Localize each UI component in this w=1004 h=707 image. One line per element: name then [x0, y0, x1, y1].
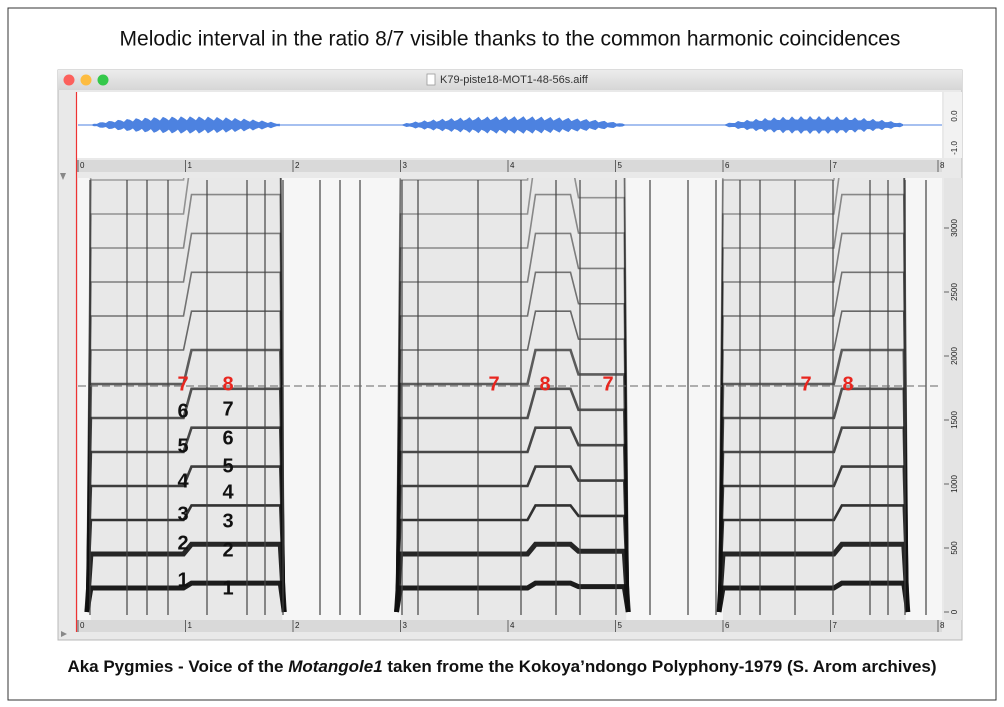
time-tick-label: 6 [725, 621, 730, 630]
harmonic-label: 3 [222, 510, 233, 532]
time-tick-label: 1 [188, 621, 193, 630]
time-tick-label: 5 [618, 621, 623, 630]
caption-italic: Motangole1 [288, 657, 382, 676]
time-tick-label: 0 [80, 621, 85, 630]
caption-text: Aka Pygmies - Voice of the [67, 657, 288, 676]
harmonic-label: 6 [177, 400, 188, 422]
file-icon [427, 74, 435, 85]
time-tick-label: 2 [295, 621, 300, 630]
frequency-tick-label: 2000 [950, 347, 959, 365]
frequency-tick-label: 1000 [950, 475, 959, 493]
time-tick-label: 5 [618, 161, 623, 170]
red-label: 7 [177, 373, 188, 395]
harmonic-label: 2 [222, 539, 233, 561]
figure-title: Melodic interval in the ratio 8/7 visibl… [120, 28, 901, 51]
red-label: 8 [222, 373, 233, 395]
time-tick-label: 0 [80, 161, 85, 170]
red-label: 7 [488, 373, 499, 395]
time-tick-label: 8 [940, 161, 945, 170]
red-label: 7 [602, 373, 613, 395]
time-tick-label: 8 [940, 621, 945, 630]
harmonic-label: 2 [177, 532, 188, 554]
harmonic-label: 4 [177, 470, 189, 492]
time-tick-label: 2 [295, 161, 300, 170]
time-tick-label: 7 [833, 161, 838, 170]
time-tick-label: 3 [403, 161, 408, 170]
frequency-tick-label: 2500 [950, 283, 959, 301]
harmonic-label: 4 [222, 481, 234, 503]
red-label: 8 [842, 373, 853, 395]
figure: Melodic interval in the ratio 8/7 visibl… [0, 0, 1004, 707]
waveform-axis-label: -1.0 [950, 141, 959, 155]
harmonic-label: 6 [222, 427, 233, 449]
harmonic-label: 7 [222, 398, 233, 420]
time-tick-label: 3 [403, 621, 408, 630]
time-tick-label: 7 [833, 621, 838, 630]
waveform-axis-label: 0.0 [950, 110, 959, 122]
harmonic-label: 1 [222, 577, 233, 599]
frequency-tick-label: 3000 [950, 219, 959, 237]
app-window: K79-piste18-MOT1-48-56s.aiff 0.0 -1.0 0 0… [58, 70, 962, 640]
time-tick-label: 1 [188, 161, 193, 170]
caption: Aka Pygmies - Voice of the Motangole1 ta… [67, 657, 936, 676]
close-button[interactable] [64, 75, 75, 86]
time-ruler [76, 620, 942, 632]
caption-text: taken frome the Kokoya’ndongo Polyphony-… [383, 657, 937, 676]
zoom-button[interactable] [98, 75, 109, 86]
frequency-tick-label: 0 [950, 609, 959, 614]
window-title: K79-piste18-MOT1-48-56s.aiff [440, 74, 589, 86]
time-tick-label: 4 [510, 621, 515, 630]
frequency-tick-label: 500 [950, 541, 959, 555]
harmonic-label: 5 [222, 455, 233, 477]
frequency-tick-label: 1500 [950, 411, 959, 429]
red-label: 7 [800, 373, 811, 395]
red-label: 8 [539, 373, 550, 395]
time-tick-label: 4 [510, 161, 515, 170]
harmonic-label: 5 [177, 435, 188, 457]
time-tick-label: 6 [725, 161, 730, 170]
time-ruler [76, 160, 942, 172]
minimize-button[interactable] [81, 75, 92, 86]
harmonic-label: 3 [177, 503, 188, 525]
harmonic-label: 1 [177, 569, 188, 591]
